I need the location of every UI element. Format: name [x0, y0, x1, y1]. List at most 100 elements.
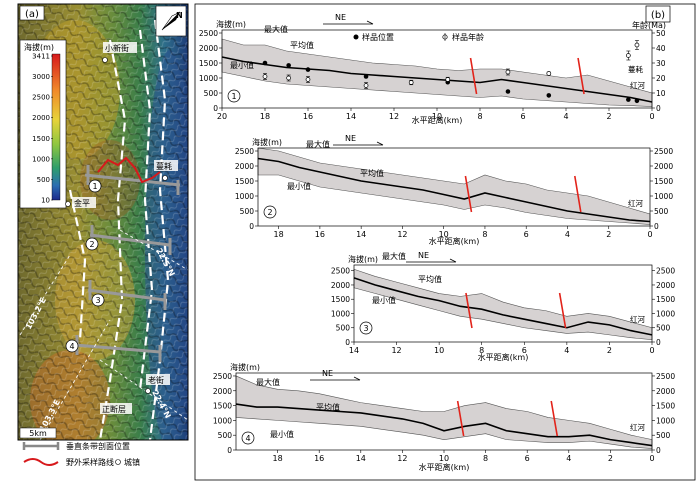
y-tick-label: 1000: [331, 309, 350, 318]
ne-label: NE: [418, 251, 429, 260]
fault-marker: [456, 400, 465, 437]
sample-position-point: [305, 67, 311, 72]
sample-age-point: [546, 71, 552, 76]
river-label: 红河: [630, 314, 645, 324]
manhao-label: 蔓耗: [628, 64, 643, 74]
legend-tick-label: 2500: [32, 94, 50, 102]
ne-arrow-icon: [323, 20, 374, 25]
x-tick-label: 16: [314, 454, 324, 463]
y-tick-label: 0: [227, 446, 232, 455]
svg-text:5km: 5km: [29, 429, 47, 438]
y2-tick-label: 1500: [656, 295, 675, 304]
y2-tick-label: 2000: [656, 281, 675, 290]
scale-bar: 5km: [19, 427, 57, 439]
elevation-range-band: [235, 375, 653, 449]
x-tick-label: 0: [649, 346, 654, 355]
min-label: 最小值: [230, 60, 254, 70]
age-tick-label: 20: [656, 74, 666, 83]
x-tick-label: 14: [356, 230, 366, 239]
profile-number-label: 4: [245, 434, 250, 443]
legend-tick-label: 500: [37, 176, 50, 184]
sample-position-point: [286, 63, 291, 68]
profile-number-label: 1: [231, 92, 236, 101]
profile-number-circle: [241, 431, 255, 445]
x-tick-label: 10: [434, 346, 444, 355]
x-tick-label: 4: [565, 230, 570, 239]
x-tick-label: 10: [439, 230, 449, 239]
sample-position-legend-icon: [353, 34, 359, 40]
profile-number-circle: [227, 89, 241, 103]
mean-elevation-line: [353, 277, 653, 336]
y2-tick-label: 2000: [656, 387, 675, 396]
x-tick-label: 18: [273, 454, 283, 463]
sample-age-point: [363, 83, 369, 88]
sample-age-point: [286, 75, 291, 81]
y2-tick-label: 0: [656, 446, 661, 455]
x-tick-label: 10: [432, 112, 442, 121]
y-tick-label: 2000: [235, 162, 254, 171]
town-marker-manhao: [162, 175, 168, 181]
x-tick-label: 18: [260, 112, 270, 121]
town-marker-xiaoxinjie: [102, 57, 108, 63]
fault-marker: [574, 175, 582, 213]
y-axis-label: 海拔(m): [216, 19, 246, 29]
sample-age-point: [262, 74, 268, 79]
y-tick-label: 500: [204, 89, 219, 98]
profiles-panel: [194, 3, 696, 481]
legend-title: 海拔(m): [24, 42, 54, 52]
town-legend-label: 城镇: [124, 457, 140, 467]
profile-number-markers: 1 2 3 4: [65, 179, 105, 353]
x-tick-label: 14: [356, 454, 366, 463]
x-tick-label: 12: [389, 112, 399, 121]
sampling-route: [97, 156, 161, 184]
fault-marker: [558, 292, 567, 329]
y-tick-label: 2000: [213, 387, 232, 396]
river-label: 红河: [630, 422, 645, 432]
sample-position-point: [262, 60, 268, 66]
y2-tick-label: 0: [656, 338, 661, 347]
normal-faults: [68, 19, 170, 440]
mean-elevation-line: [235, 403, 653, 447]
town-legend-icon: [115, 459, 121, 465]
y-axis-label: 海拔(m): [348, 254, 378, 264]
ne-arrow-icon: [310, 376, 361, 381]
y2-tick-label: 2500: [654, 147, 673, 156]
svg-text:2: 2: [89, 240, 94, 249]
x-tick-label: 0: [649, 112, 654, 121]
age-tick-label: 10: [656, 89, 666, 98]
plot-frame: [257, 147, 651, 227]
y-tick-label: 1500: [235, 177, 254, 186]
x-tick-label: 2: [608, 454, 613, 463]
x-axis-label: 水平距离(km): [478, 352, 529, 362]
river-label: 红河: [628, 198, 643, 208]
y-tick-label: 500: [336, 324, 351, 333]
svg-text:老街: 老街: [148, 375, 164, 385]
sample-age-point: [305, 77, 311, 82]
max-label: 最大值: [264, 24, 288, 34]
legend-tick-label: 2000: [32, 114, 50, 122]
legend-tick-label: 1000: [32, 155, 50, 163]
svg-text:3: 3: [95, 296, 100, 305]
min-label: 最小值: [287, 181, 311, 191]
legend-tick-label: 3411: [32, 53, 50, 61]
x-tick-label: 4: [564, 346, 569, 355]
legend-tick-label: 1500: [32, 135, 50, 143]
y-tick-label: 2500: [199, 29, 218, 38]
svg-text:蔓耗: 蔓耗: [156, 161, 172, 171]
avg-label: 平均值: [290, 40, 314, 50]
x-tick-label: 8: [483, 454, 488, 463]
min-label: 最小值: [372, 295, 396, 305]
ne-label: NE: [322, 369, 333, 378]
sample-age-legend-label: 样品年龄: [452, 32, 484, 42]
y2-tick-label: 1000: [656, 416, 675, 425]
y-tick-label: 2000: [331, 281, 350, 290]
sample-age-point: [634, 42, 640, 48]
y2-tick-label: 0: [654, 222, 659, 231]
y-tick-label: 1500: [213, 402, 232, 411]
y-tick-label: 0: [249, 222, 254, 231]
ne-arrow-icon: [333, 141, 384, 146]
mean-elevation-line: [257, 157, 651, 223]
x-tick-label: 8: [477, 112, 482, 121]
